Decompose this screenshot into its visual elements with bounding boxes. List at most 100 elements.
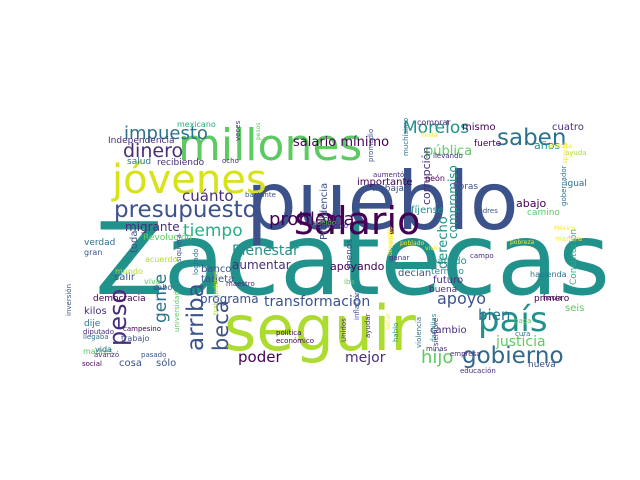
word-trabajar: trabajar <box>372 184 408 194</box>
word-seis: seis <box>565 303 584 314</box>
word-viva: viva <box>144 277 161 286</box>
word-campesino: campesino <box>123 325 161 333</box>
word-paga: paga <box>514 317 531 325</box>
word-mejor: mejor <box>345 350 386 366</box>
word-manera: manera <box>555 235 582 243</box>
word-jovenes: jóvenes <box>111 157 267 203</box>
word-solo: sólo <box>156 357 176 369</box>
word-abajo: abajo <box>516 197 547 210</box>
word-apoyando: apoyando <box>330 260 385 273</box>
word-fuerte: fuerte <box>474 139 502 149</box>
word-arriba: arriba <box>183 283 209 351</box>
word-aumento: aumentó <box>373 171 404 179</box>
word-hijo: hijo <box>421 347 453 368</box>
word-senor: señor <box>385 313 392 330</box>
word-minas: minas <box>426 345 447 353</box>
word-vivir: vivir <box>425 245 438 252</box>
word-primero: primero <box>534 294 570 304</box>
word-cabo: cabo <box>153 283 172 292</box>
word-programa: programa <box>200 292 259 306</box>
word-social: social <box>82 360 102 368</box>
word-democracia: democracia <box>93 294 146 304</box>
word-pesos: pesos <box>255 123 262 140</box>
word-gente: gente <box>151 274 171 323</box>
word-bienestar: Bienestar <box>232 243 299 259</box>
word-trabajo: trabajo <box>121 334 150 343</box>
word-promedio: promedio <box>367 129 375 162</box>
word-acuerdo: acuerdo <box>145 255 178 264</box>
word-siquiera: siquiera <box>175 234 183 262</box>
word-impuesto: impuesto <box>124 123 208 144</box>
word-cura: cura <box>515 330 530 338</box>
word-transformacion: transformación <box>264 294 370 310</box>
word-logrado: logrado <box>192 248 200 275</box>
word-peso: peso <box>104 289 132 346</box>
word-igual: igual <box>565 179 587 189</box>
word-nueva: nueva <box>528 360 556 370</box>
word-beca: beca <box>209 300 233 351</box>
word-dinero: dinero <box>123 140 183 162</box>
word-peon: peón <box>425 173 445 183</box>
word-poder: poder <box>238 348 282 366</box>
word-horas: horas <box>453 182 478 192</box>
word-ganar: ganar <box>389 254 409 262</box>
word-salir: salir <box>114 272 136 283</box>
word-siempre: siempre <box>432 318 440 346</box>
word-maestro: maestro <box>226 280 255 288</box>
word-salario-minimo: salario mínimo <box>293 135 389 150</box>
word-padres: padres <box>474 207 498 215</box>
word-pobreza: pobreza <box>510 239 534 246</box>
word-fiesta: fiesta <box>421 132 438 139</box>
word-salario: salario <box>294 199 420 243</box>
word-trabajadores: trabajadores <box>212 270 220 315</box>
word-avanzo: avanzó <box>94 351 119 359</box>
word-mundo: mundo <box>115 267 143 276</box>
word-ayudar: ayudar <box>364 313 372 338</box>
word-gobierno: gobierno <box>462 343 564 369</box>
word-pais: país <box>478 300 548 340</box>
word-corrupcion: corrupción <box>420 147 433 205</box>
word-violencia: violencia <box>415 317 423 348</box>
word-tiempo: tiempo <box>183 221 243 241</box>
word-recibiendo: recibiendo <box>157 158 205 168</box>
word-sueldo: sueldo <box>313 219 336 227</box>
word-seguir: seguir <box>224 292 416 365</box>
word-hablo: hablo <box>392 323 400 342</box>
word-kilos: kilos <box>84 306 107 317</box>
word-decian: decían <box>398 267 431 279</box>
word-universidad: universidad <box>173 291 181 332</box>
word-campo: campo <box>470 252 494 260</box>
word-inflacion: inflación <box>353 290 361 320</box>
word-cuatro: cuatro <box>552 122 584 133</box>
word-bastante: bastante <box>245 191 276 199</box>
word-publica: pública <box>425 144 472 159</box>
word-llegaba: llegaba <box>83 333 109 341</box>
word-fijense: fíjense <box>411 204 444 216</box>
word-ocho: ocho <box>222 157 239 165</box>
word-saben: saben <box>497 125 566 151</box>
word-hacienda: hacienda <box>530 270 567 279</box>
word-cambio: cambio <box>430 325 467 336</box>
word-poblado: poblado <box>400 240 424 247</box>
word-llevando: llevando <box>433 152 463 160</box>
word-pasado: pasado <box>141 351 166 359</box>
word-aumentar: aumentar <box>232 258 291 272</box>
word-familias: familias <box>430 313 438 341</box>
word-bien: bien <box>478 306 510 324</box>
word-compromiso: compromiso <box>446 165 460 239</box>
word-cuanto: cuánto <box>182 187 234 205</box>
word-muchisimo: muchísimo <box>402 118 410 156</box>
word-verdad: verdad <box>84 238 115 248</box>
word-iba: iba <box>344 278 355 286</box>
word-nacion: nación <box>388 228 395 248</box>
word-veces: veces <box>234 120 242 141</box>
word-constitucion: Constitución <box>568 229 579 285</box>
word-terreno: terreno <box>431 267 464 277</box>
word-salud: salud <box>127 157 151 167</box>
word-millones: millones <box>178 120 362 171</box>
word-presupuesto: presupuesto <box>114 197 257 223</box>
word-mexicano: mexicano <box>177 120 216 129</box>
word-menos: menos <box>345 238 355 269</box>
word-dije: dije <box>84 319 101 329</box>
word-pueblo: pueblo <box>246 155 519 248</box>
